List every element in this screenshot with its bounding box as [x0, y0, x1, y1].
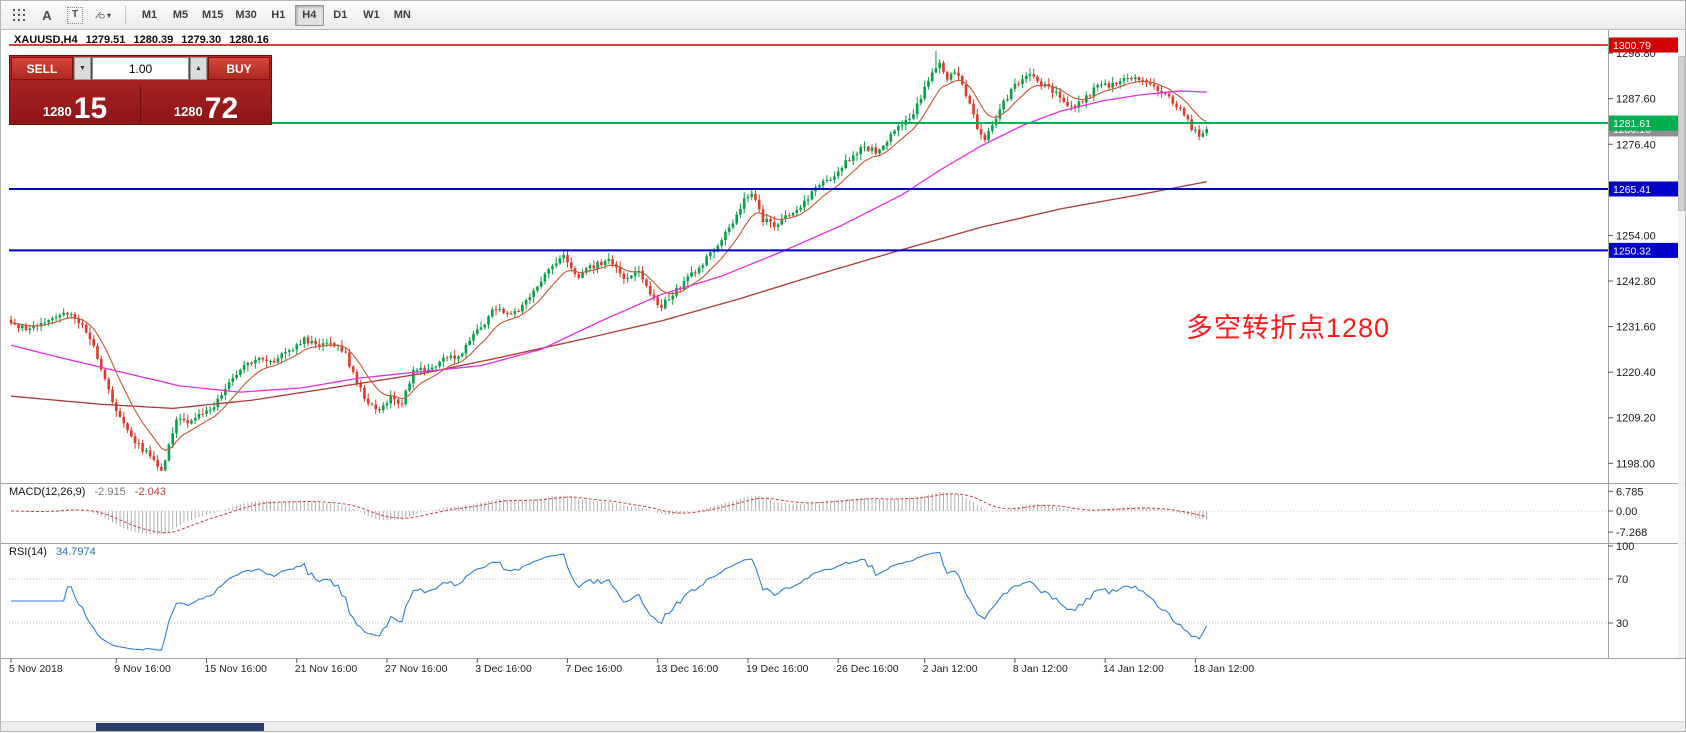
- macd-tick-label: -7.268: [1616, 527, 1647, 539]
- macd-tick-label: 6.785: [1616, 486, 1644, 498]
- volume-decrease-button[interactable]: ▼: [74, 57, 91, 80]
- price-divider: [140, 85, 141, 122]
- text-tool-icon[interactable]: T: [61, 4, 89, 26]
- hscroll-thumb[interactable]: [96, 723, 264, 731]
- time-tick-label: 2 Jan 12:00: [923, 663, 978, 675]
- macd-tick-label: 0.00: [1616, 506, 1637, 518]
- candles: [9, 51, 1208, 472]
- time-tick-label: 14 Jan 12:00: [1103, 663, 1164, 675]
- time-tick-label: 3 Dec 16:00: [475, 663, 532, 675]
- timeframe-h4[interactable]: H4: [294, 4, 324, 26]
- time-tick-label: 27 Nov 16:00: [385, 663, 448, 675]
- price-tag-1300.79: 1300.79: [1609, 37, 1685, 53]
- shapes-tool-icon[interactable]: ▾: [89, 4, 117, 26]
- svg-text:1300.79: 1300.79: [1613, 40, 1651, 52]
- vscroll-thumb[interactable]: [1678, 56, 1685, 211]
- macd-label: MACD(12,26,9) -2.915 -2.043: [9, 486, 166, 498]
- svg-text:1250.32: 1250.32: [1613, 245, 1651, 257]
- time-tick-label: 21 Nov 16:00: [295, 663, 358, 675]
- buy-button[interactable]: BUY: [208, 57, 270, 80]
- time-tick-label: 15 Nov 16:00: [205, 663, 268, 675]
- toolbar-separator: [125, 6, 126, 24]
- macd-main-value: -2.915: [94, 486, 126, 498]
- sell-price-pips: 15: [73, 91, 108, 125]
- price-tag-1265.41: 1265.41: [1609, 181, 1685, 197]
- bar-low: 1279.30: [181, 34, 222, 46]
- macd-name: MACD(12,26,9): [9, 486, 86, 498]
- price-tick-label: 1254.00: [1616, 230, 1656, 242]
- macd-panel: [9, 491, 1608, 535]
- rsi-tick-label: 30: [1616, 618, 1628, 630]
- bar-open: 1279.51: [85, 34, 126, 46]
- panel-borders: [1, 30, 1686, 659]
- ma-slow-line: [10, 181, 1207, 410]
- buy-price-pips: 72: [204, 91, 239, 125]
- sell-price[interactable]: 1280 15: [10, 81, 140, 126]
- time-tick-label: 8 Jan 12:00: [1013, 663, 1068, 675]
- price-tag-1250.32: 1250.32: [1609, 242, 1685, 258]
- top-toolbar: A T ▾ M1 M5 M15 M30 H1 H4 D1 W1 MN: [1, 1, 1685, 30]
- volume-increase-button[interactable]: ▲: [190, 57, 207, 80]
- timeframe-h1[interactable]: H1: [264, 5, 293, 26]
- timeframe-mn[interactable]: MN: [388, 5, 417, 26]
- horizontal-scrollbar[interactable]: [1, 721, 1685, 731]
- price-tick-label: 1209.20: [1616, 413, 1656, 425]
- ma-fast-line: [10, 79, 1207, 451]
- price-tick-label: 1231.60: [1616, 322, 1656, 334]
- time-tick-label: 19 Dec 16:00: [746, 663, 809, 675]
- text-tool-glyph: T: [67, 6, 83, 24]
- vertical-scrollbar[interactable]: [1678, 31, 1685, 658]
- trade-controls-row: SELL ▼ ▲ BUY: [10, 56, 271, 81]
- symbol-period: XAUUSD,H4: [14, 34, 78, 46]
- price-tick-label: 1287.60: [1616, 94, 1656, 106]
- price-tick-label: 1220.40: [1616, 367, 1656, 379]
- timeframe-m30[interactable]: M30: [230, 5, 261, 26]
- timeframe-d1[interactable]: D1: [326, 5, 355, 26]
- price-tick-label: 1198.00: [1616, 458, 1655, 470]
- buy-price[interactable]: 1280 72: [141, 81, 271, 126]
- text-label-tool-icon[interactable]: A: [33, 4, 61, 26]
- grid-icon[interactable]: [5, 4, 33, 26]
- price-tick-label: 1242.80: [1616, 276, 1656, 288]
- time-tick-label: 18 Jan 12:00: [1193, 663, 1254, 675]
- svg-text:1265.41: 1265.41: [1613, 184, 1651, 196]
- timeframe-w1[interactable]: W1: [357, 5, 386, 26]
- shapes-glyph: [95, 11, 105, 19]
- rsi-panel: [9, 551, 1608, 651]
- chevron-down-icon: ▾: [106, 10, 111, 20]
- timeframe-m1[interactable]: M1: [135, 5, 164, 26]
- time-tick-label: 7 Dec 16:00: [565, 663, 622, 675]
- chart-header: XAUUSD,H4 1279.51 1280.39 1279.30 1280.1…: [14, 34, 274, 46]
- sell-price-base: 1280: [42, 104, 72, 119]
- bar-close: 1280.16: [229, 34, 269, 46]
- grid-dots-glyph: [12, 8, 25, 21]
- rsi-value: 34.7974: [55, 546, 96, 558]
- time-tick-label: 9 Nov 16:00: [114, 663, 171, 675]
- sell-button[interactable]: SELL: [11, 57, 73, 80]
- time-tick-label: 13 Dec 16:00: [656, 663, 719, 675]
- rsi-label: RSI(14) 34.7974: [9, 546, 96, 558]
- rsi-tick-label: 100: [1616, 541, 1634, 553]
- time-tick-label: 26 Dec 16:00: [836, 663, 899, 675]
- timeframe-m15[interactable]: M15: [197, 5, 228, 26]
- price-tick-label: 1276.40: [1616, 139, 1656, 151]
- ma-medium-line: [10, 90, 1207, 393]
- price-tag-1281.61: 1281.61: [1609, 115, 1685, 131]
- rsi-tick-label: 70: [1616, 574, 1628, 586]
- rsi-name: RSI(14): [9, 546, 47, 558]
- time-axis: 5 Nov 2018 9 Nov 16:00 15 Nov 16:00 21 Nov …: [9, 658, 1254, 675]
- chart-annotation: 多空转折点1280: [1186, 313, 1391, 343]
- svg-text:1281.61: 1281.61: [1613, 118, 1651, 130]
- timeframe-m5[interactable]: M5: [166, 5, 195, 26]
- volume-input[interactable]: [92, 57, 189, 80]
- one-click-trading-panel: SELL ▼ ▲ BUY 1280 15 1280 72: [9, 55, 272, 125]
- buy-price-base: 1280: [173, 104, 203, 119]
- trade-prices-row: 1280 15 1280 72: [10, 81, 271, 126]
- bar-high: 1280.39: [133, 34, 174, 46]
- time-tick-label: 5 Nov 2018: [9, 663, 63, 675]
- macd-signal-value: -2.043: [134, 486, 166, 498]
